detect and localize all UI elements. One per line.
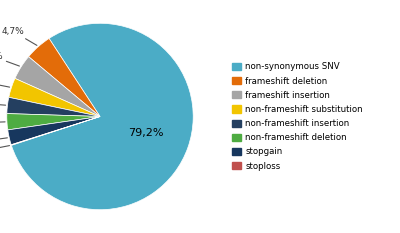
Wedge shape xyxy=(15,57,100,116)
Text: 2,8%: 2,8% xyxy=(0,99,6,107)
Text: 4,7%: 4,7% xyxy=(2,27,37,45)
Wedge shape xyxy=(28,38,100,116)
Text: 79,2%: 79,2% xyxy=(128,128,164,138)
Wedge shape xyxy=(11,116,100,145)
Text: 2,8%: 2,8% xyxy=(0,118,5,127)
Text: 2,6%: 2,6% xyxy=(0,137,7,147)
Wedge shape xyxy=(7,113,100,130)
Wedge shape xyxy=(8,116,100,145)
Wedge shape xyxy=(7,97,100,116)
Text: 3,4%: 3,4% xyxy=(0,77,10,87)
Wedge shape xyxy=(9,79,100,116)
Text: 0,1%: 0,1% xyxy=(0,146,10,156)
Legend: non-synonymous SNV, frameshift deletion, frameshift insertion, non-frameshift su: non-synonymous SNV, frameshift deletion,… xyxy=(232,62,363,171)
Text: 4,4%: 4,4% xyxy=(0,52,20,66)
Wedge shape xyxy=(11,23,193,210)
